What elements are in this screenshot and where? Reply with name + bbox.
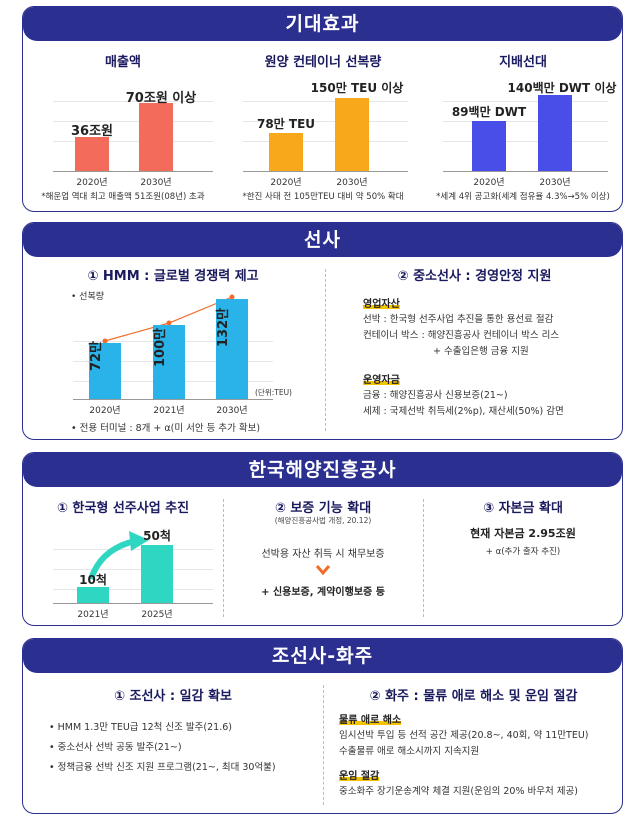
chart-title-fleet: 지배선대 xyxy=(499,55,547,70)
legend-capacity: • 선복량 xyxy=(71,292,105,302)
section-shipping-companies: 선사 ① HMM : 글로벌 경쟁력 제고 • 선복량 72만 100만 132… xyxy=(22,222,623,440)
unit-label: (단위:TEU) xyxy=(255,388,292,397)
bullet-item: • 중소선사 선박 공동 발주(21~) xyxy=(49,742,182,753)
subheading-freight: 운임 절감 xyxy=(339,771,380,782)
x-label: 2020년 xyxy=(89,406,121,416)
capital-title: ③ 자본금 확대 xyxy=(483,501,563,516)
bar-capacity-2020 xyxy=(269,133,303,171)
section-title: 선사 xyxy=(23,223,622,257)
guarantee-line: 선박용 자산 취득 시 채무보증 xyxy=(261,549,385,560)
value-hmm-2030: 132만 xyxy=(216,307,231,347)
value-fleet-2020: 89백만 DWT xyxy=(451,105,527,119)
bar-fleet-2020 xyxy=(472,121,506,171)
freight-line: 중소화주 장기운송계약 체결 지원(운임의 20% 바우처 제공) xyxy=(339,786,578,797)
shipbuilder-title: ① 조선사 : 일감 확보 xyxy=(113,689,233,704)
bar-revenue-2020 xyxy=(75,137,109,171)
subheading-logistics: 물류 애로 해소 xyxy=(339,715,402,726)
terminal-note: • 전용 터미널 : 8개 + α(미 서안 등 추가 확보) xyxy=(71,423,261,434)
x-label: 2030년 xyxy=(539,178,571,188)
funds-line: 금융 : 해양진흥공사 신용보증(21~) xyxy=(363,390,508,401)
value-revenue-2030: 70조원 이상 xyxy=(125,91,197,106)
shipper-title: ② 화주 : 물류 애로 해소 및 운임 절감 xyxy=(369,689,578,704)
x-label: 2030년 xyxy=(140,178,172,188)
chart-title-container-capacity: 원양 컨테이너 선복량 xyxy=(264,55,382,70)
bar-hmm-2020 xyxy=(89,343,121,399)
footnote: *세계 4위 공고화(세계 점유율 4.3%→5% 이상) xyxy=(436,192,610,202)
hmm-title: ① HMM : 글로벌 경쟁력 제고 xyxy=(87,269,259,284)
x-label: 2020년 xyxy=(473,178,505,188)
value-fleet-2030: 140백만 DWT 이상 xyxy=(507,81,617,95)
value-hmm-2021: 100만 xyxy=(153,327,168,367)
value-capacity-2030: 150만 TEU 이상 xyxy=(310,81,404,95)
assets-line: + 수출입은행 금융 지원 xyxy=(433,346,529,357)
value-capacity-2020: 78만 TEU xyxy=(256,117,316,131)
assets-line: 컨테이너 박스 : 해양진흥공사 컨테이너 박스 리스 xyxy=(363,330,560,341)
guarantee-subtitle: (해양진흥공사법 개정, 20.12) xyxy=(274,516,372,525)
assets-line: 선박 : 한국형 선주사업 추진을 통한 용선료 절감 xyxy=(363,314,554,325)
bar-hmm-2030 xyxy=(216,299,248,399)
growth-arrow-icon xyxy=(88,531,149,581)
trend-line xyxy=(102,294,235,344)
section-shipbuilders-shippers: 조선사-화주 ① 조선사 : 일감 확보 • HMM 1.3만 TEU급 12척… xyxy=(22,638,623,814)
value-owner-2021: 10척 xyxy=(79,573,107,587)
capital-plan: + α(추가 출자 추진) xyxy=(485,547,561,557)
section-title: 한국해양진흥공사 xyxy=(23,453,622,487)
section-expected-effects: 기대효과 매출액 36조원 70조원 이상 2020년 2030년 *해운업 역… xyxy=(22,6,623,212)
bar-hmm-2021 xyxy=(153,325,185,399)
guarantee-title: ② 보증 기능 확대 xyxy=(274,501,372,516)
bar-revenue-2030 xyxy=(139,103,173,171)
owner-business-title: ① 한국형 선주사업 추진 xyxy=(56,501,190,516)
x-label: 2030년 xyxy=(336,178,368,188)
bullet-item: • HMM 1.3만 TEU급 12척 신조 발주(21.6) xyxy=(49,722,232,733)
capital-current: 현재 자본금 2.95조원 xyxy=(470,527,576,540)
bar-fleet-2030 xyxy=(538,95,572,171)
section-title: 기대효과 xyxy=(23,7,622,41)
bar-owner-2025 xyxy=(141,545,173,603)
funds-line: 세제 : 국제선박 취득세(2%p), 재산세(50%) 감면 xyxy=(363,406,564,417)
logistics-line: 수출물류 애로 해소시까지 지속지원 xyxy=(339,746,480,757)
x-label: 2021년 xyxy=(153,406,185,416)
x-label: 2030년 xyxy=(216,406,248,416)
section-kobc: 한국해양진흥공사 ① 한국형 선주사업 추진 10척 50척 2021년 202… xyxy=(22,452,623,626)
subheading-assets: 영업자산 xyxy=(363,299,400,310)
chart-title-revenue: 매출액 xyxy=(105,55,141,70)
footnote: *해운업 역대 최고 매출액 51조원(08년) 초과 xyxy=(41,192,205,202)
x-label: 2021년 xyxy=(77,610,109,620)
value-owner-2025: 50척 xyxy=(143,529,171,543)
value-hmm-2020: 72만 xyxy=(89,340,104,371)
bar-owner-2021 xyxy=(77,587,109,603)
logistics-line: 임시선박 투입 등 선적 공간 제공(20.8~, 40회, 약 11만TEU) xyxy=(339,730,589,741)
x-label: 2020년 xyxy=(270,178,302,188)
bar-capacity-2030 xyxy=(335,98,369,171)
guarantee-result: + 신용보증, 계약이행보증 등 xyxy=(261,587,385,598)
x-label: 2020년 xyxy=(76,178,108,188)
smb-title: ② 중소선사 : 경영안정 지원 xyxy=(397,269,552,284)
down-arrow-icon xyxy=(315,565,331,576)
value-revenue-2020: 36조원 xyxy=(70,124,113,139)
bullet-item: • 정책금융 선박 신조 지원 프로그램(21~, 최대 30억불) xyxy=(49,762,276,773)
footnote: *한진 사태 전 105만TEU 대비 약 50% 확대 xyxy=(242,192,404,202)
section-title: 조선사-화주 xyxy=(23,639,622,673)
x-label: 2025년 xyxy=(141,610,173,620)
subheading-funds: 운영자금 xyxy=(363,375,400,386)
